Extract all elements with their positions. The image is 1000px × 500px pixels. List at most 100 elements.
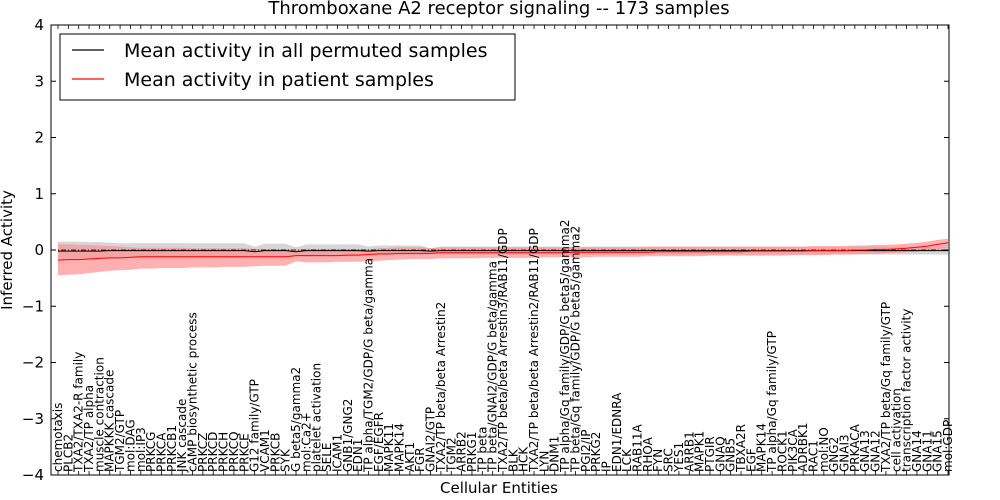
y-tick-label: −2 (22, 354, 44, 372)
x-tick-label: HCK (517, 446, 531, 472)
legend: Mean activity in all permuted samples Me… (59, 33, 516, 101)
x-tick-label: mol:DAG (123, 419, 137, 472)
y-axis-ticks: −4 −3 −2 −1 0 1 2 3 4 (22, 16, 949, 484)
x-tick-label: GNA11 (920, 430, 934, 472)
x-tick-label: chemotaxis (51, 403, 65, 472)
y-tick-label: 2 (34, 129, 44, 147)
x-tick-label: ADRBK1 (796, 422, 810, 472)
x-axis-ticks (57, 25, 949, 475)
x-tick-label: ARRB1 (682, 431, 696, 472)
x-tick-label: G beta5/gamma2 (289, 367, 303, 472)
x-tick-label: TP beta/GNAI2/GDP/G beta/gamma (486, 261, 500, 473)
x-tick-label: SELE (320, 443, 334, 472)
x-tick-label: MAPK1 (693, 431, 707, 472)
x-tick-label: SRC (662, 448, 676, 472)
x-tick-label: MAPKKK cascade (103, 370, 117, 472)
x-tick-label: AKT1 (403, 442, 417, 472)
x-tick-label: EDN1/EDNRA (610, 392, 624, 472)
x-tick-label: TP beta/Gq family/GDP/G beta5/gamma2 (568, 226, 582, 473)
x-tick-label: TXA2/TP beta/beta Arrestin2 (434, 302, 448, 473)
x-tick-label: YES1 (672, 442, 686, 473)
x-tick-label: GNG2 (827, 437, 841, 472)
x-tick-label: cAMP biosynthetic process (186, 312, 200, 472)
x-tick-label: FYN (651, 449, 665, 472)
x-tick-label: transcription factor activity (900, 309, 914, 472)
x-tick-label: PRKACA (848, 423, 862, 472)
x-tick-label: mol:IP3 (134, 427, 148, 472)
x-tick-label: TXA2/TP beta/Gq family/GTP (879, 302, 893, 473)
patient-band (58, 238, 948, 276)
x-tick-label: EGF/EGFR (372, 412, 386, 472)
y-tick-label: 0 (34, 241, 44, 259)
x-tick-label: JNK cascade (175, 399, 189, 473)
x-tick-label: FGR (413, 447, 427, 472)
x-tick-label: ARRB2 (455, 431, 469, 472)
y-axis-label: Inferred Activity (0, 190, 16, 310)
x-tick-label: PRKCD (206, 432, 220, 472)
x-tick-label: EDN1 (351, 439, 365, 472)
x-tick-label: PRKCA (155, 432, 169, 472)
x-tick-label: RAB11A (631, 423, 645, 472)
x-tick-label: LYN (537, 451, 551, 472)
x-tick-label: RHOA (641, 436, 655, 472)
x-tick-label: TXA2/TXA2-R family (72, 352, 86, 473)
y-tick-label: 3 (34, 72, 44, 90)
x-tick-label: PRKCG (144, 432, 158, 472)
x-tick-label: LCK (620, 448, 634, 472)
x-axis-label: Cellular Entities (440, 479, 558, 497)
x-tick-label: GNB5 (724, 438, 738, 472)
x-tick-label: mol:NO (817, 427, 831, 472)
chart-title: Thromboxane A2 receptor signaling -- 173… (267, 0, 729, 19)
x-tick-label: GNB1/GNG2 (341, 399, 355, 472)
x-tick-label: MAPK11 (382, 423, 396, 472)
x-tick-label: VCAM1 (258, 429, 272, 472)
x-tick-label: TGM2/GTP (113, 410, 127, 473)
x-tick-label: MAPK14 (755, 423, 769, 472)
x-tick-label: PRKCB (268, 433, 282, 472)
x-tick-label: SYK (279, 448, 293, 472)
x-tick-label: TXA2/TP beta/beta Arrestin2/RAB11/GDP (527, 228, 541, 473)
x-tick-label: TGM2 (444, 437, 458, 473)
x-tick-label: PRKG2 (589, 432, 603, 472)
x-tick-label: mol:Ca2+ (299, 412, 313, 472)
x-tick-label: EGF (744, 448, 758, 472)
x-tick-label: platelet activation (310, 363, 324, 472)
y-tick-label: −1 (22, 297, 44, 315)
x-tick-label: TP alpha/Gq family/GTP (765, 331, 779, 473)
x-tick-label: PRKCZ (196, 433, 210, 472)
x-tick-label: ICAM1 (330, 434, 344, 472)
x-tick-label: TP alpha/TGM2/GDP/G beta/gamma (362, 258, 376, 473)
x-tick-label: PLCB2 (61, 434, 75, 472)
y-tick-label: −3 (22, 410, 44, 428)
x-tick-label: GNAI2/GTP (424, 407, 438, 472)
legend-label-permuted: Mean activity in all permuted samples (124, 40, 487, 62)
y-tick-label: 4 (34, 16, 44, 34)
x-tick-label: PRKG1 (465, 432, 479, 472)
x-tick-label: GNA15 (931, 430, 945, 472)
x-tick-label: GNAI3 (838, 434, 852, 472)
x-tick-label: TBXA2R (734, 424, 748, 473)
y-tick-label: −4 (22, 466, 44, 484)
x-tick-label: PRKCH (217, 432, 231, 472)
x-tick-label: GNA13 (858, 430, 872, 472)
x-tick-label: TXA2/TP alpha (82, 385, 96, 473)
x-tick-label: GNA14 (910, 430, 924, 472)
x-tick-label: GNAQ (713, 436, 727, 472)
y-tick-label: 1 (34, 185, 44, 203)
x-tick-label: IP (600, 461, 614, 472)
x-tick-label: ROCK1 (775, 430, 789, 472)
x-tick-label: MAPK14 (393, 423, 407, 472)
x-tick-label: RAC1 (807, 440, 821, 472)
x-tick-label: PIK3CA (786, 428, 800, 472)
x-tick-label: muscle contraction (92, 357, 106, 472)
x-tick-label: TXA2/TP beta/beta Arrestin3/RAB11/GDP (496, 228, 510, 473)
x-tick-label: mol:GDP (941, 420, 955, 472)
x-tick-label: BLK (506, 448, 520, 472)
x-tick-label: PTGIR (703, 436, 717, 472)
x-tick-label: G12 family/GTP (248, 379, 262, 472)
x-tick-label: PGI2/IP (579, 429, 593, 472)
legend-label-patient: Mean activity in patient samples (124, 69, 434, 91)
x-tick-label: GNA12 (869, 430, 883, 472)
